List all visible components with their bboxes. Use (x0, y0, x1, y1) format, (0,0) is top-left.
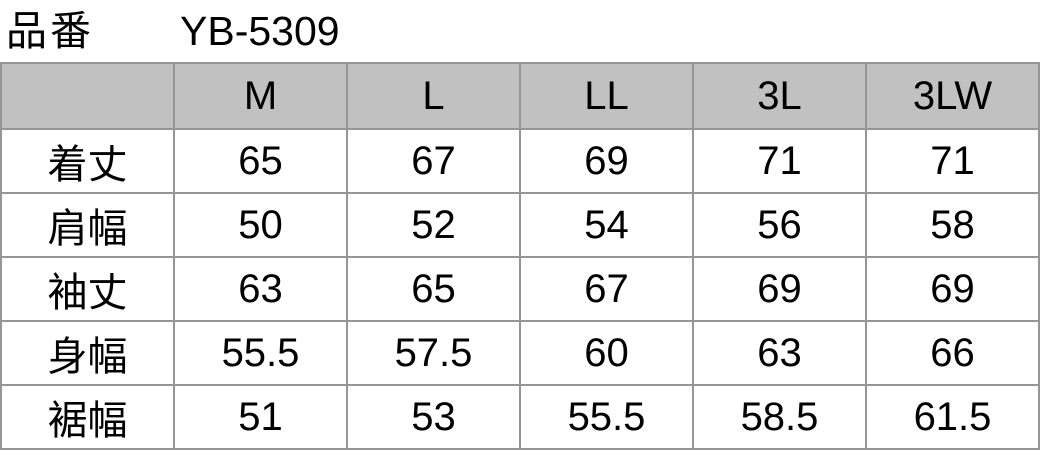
size-chart-body: 着丈 65 67 69 71 71 肩幅 50 52 54 56 58 袖丈 63 65 67 69 69 身幅 55… (0, 128, 1040, 450)
measurement-value-cell: 71 (865, 128, 1040, 194)
measurement-value-cell: 60 (519, 320, 694, 386)
measurement-row: 袖丈 63 65 67 69 69 (0, 256, 1040, 322)
size-header-3lw: 3LW (865, 62, 1040, 130)
measurement-value-cell: 63 (173, 256, 348, 322)
measurement-value-cell: 65 (346, 256, 521, 322)
size-header-ll: LL (519, 62, 694, 130)
size-chart-head: M L LL 3L 3LW (0, 62, 1040, 130)
size-header-corner-cell (0, 62, 175, 130)
measurement-label: 肩幅 (0, 192, 175, 258)
measurement-value-cell: 52 (346, 192, 521, 258)
product-number-row: 品番 YB-5309 (0, 0, 1040, 62)
measurement-value-cell: 55.5 (519, 384, 694, 450)
measurement-value-cell: 61.5 (865, 384, 1040, 450)
measurement-value-cell: 56 (692, 192, 867, 258)
measurement-row: 着丈 65 67 69 71 71 (0, 128, 1040, 194)
measurement-value-cell: 67 (346, 128, 521, 194)
measurement-value-cell: 54 (519, 192, 694, 258)
measurement-value-cell: 67 (519, 256, 694, 322)
measurement-value-cell: 55.5 (173, 320, 348, 386)
measurement-value-cell: 53 (346, 384, 521, 450)
measurement-value-cell: 57.5 (346, 320, 521, 386)
size-header-m: M (173, 62, 348, 130)
measurement-value-cell: 69 (865, 256, 1040, 322)
measurement-value-cell: 71 (692, 128, 867, 194)
measurement-value-cell: 58 (865, 192, 1040, 258)
measurement-label: 裾幅 (0, 384, 175, 450)
measurement-value-cell: 58.5 (692, 384, 867, 450)
measurement-label: 着丈 (0, 128, 175, 194)
measurement-row: 身幅 55.5 57.5 60 63 66 (0, 320, 1040, 386)
product-number-value: YB-5309 (180, 8, 340, 54)
measurement-row: 裾幅 51 53 55.5 58.5 61.5 (0, 384, 1040, 450)
measurement-value-cell: 51 (173, 384, 348, 450)
measurement-row: 肩幅 50 52 54 56 58 (0, 192, 1040, 258)
size-header-3l: 3L (692, 62, 867, 130)
measurement-value-cell: 69 (519, 128, 694, 194)
measurement-value-cell: 63 (692, 320, 867, 386)
measurement-label: 身幅 (0, 320, 175, 386)
measurement-value-cell: 65 (173, 128, 348, 194)
measurement-label: 袖丈 (0, 256, 175, 322)
product-number-label: 品番 (6, 8, 94, 54)
size-header-l: L (346, 62, 521, 130)
measurement-value-cell: 69 (692, 256, 867, 322)
size-chart-table: M L LL 3L 3LW 着丈 65 67 69 71 71 肩幅 50 52 54 56 58 袖丈 63 65… (0, 62, 1040, 450)
measurement-value-cell: 66 (865, 320, 1040, 386)
size-header-row: M L LL 3L 3LW (0, 62, 1040, 130)
measurement-value-cell: 50 (173, 192, 348, 258)
